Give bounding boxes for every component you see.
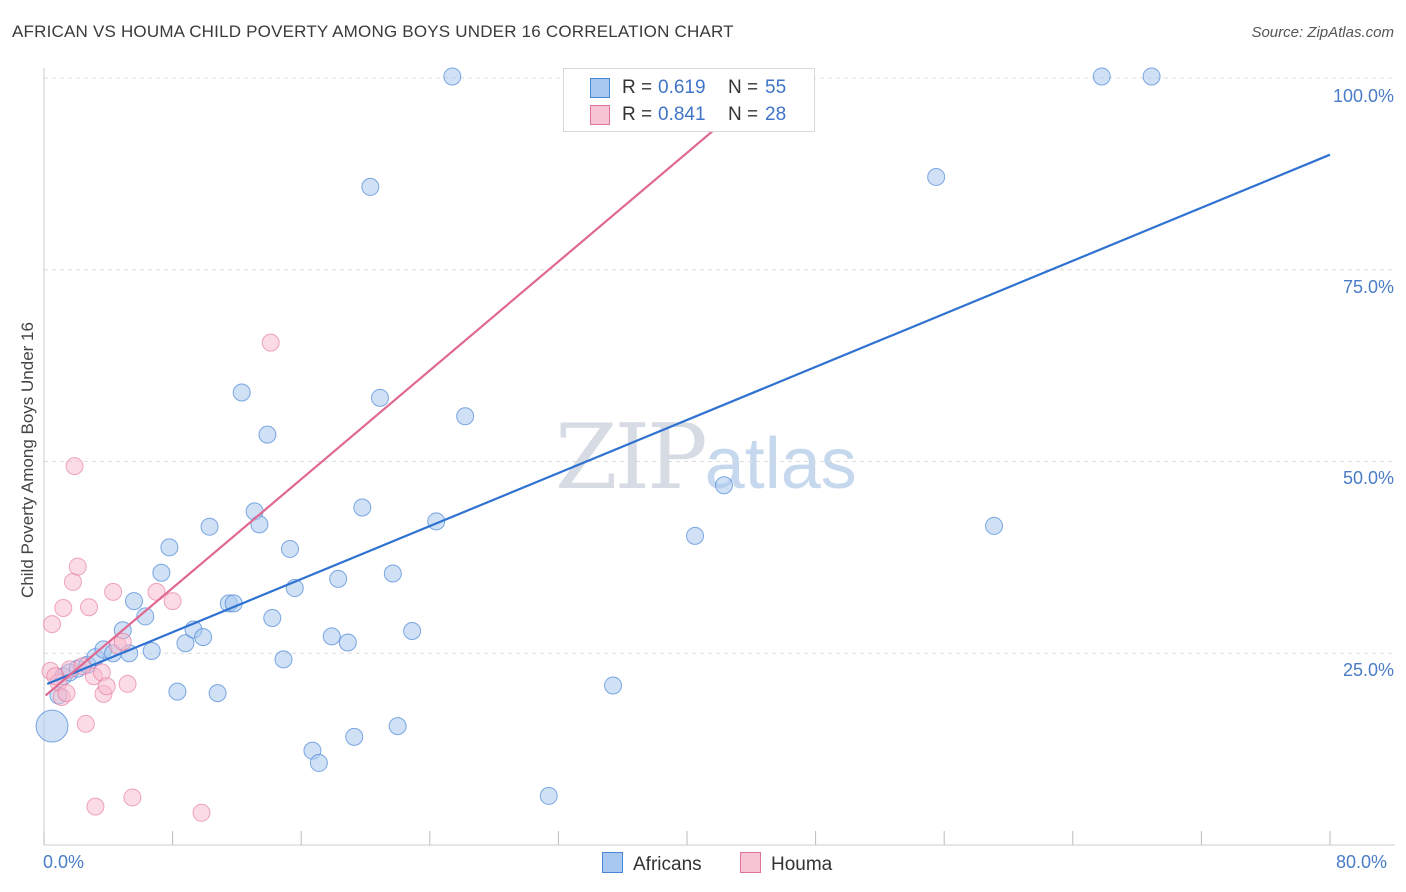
- africans-point: [232, 383, 251, 402]
- africans-point: [194, 628, 213, 647]
- x-tick-max: 80.0%: [1336, 852, 1388, 872]
- africans-point: [927, 167, 946, 186]
- africans-point: [274, 650, 293, 669]
- africans-point: [383, 564, 402, 583]
- houma-point: [118, 674, 137, 693]
- africans-point: [604, 676, 623, 695]
- houma-point: [192, 803, 211, 822]
- r-label: R =: [622, 104, 653, 125]
- africans-point: [258, 425, 277, 444]
- africans-point: [345, 727, 364, 746]
- stats-row-africans: R = 0.619 N = 55: [564, 74, 814, 102]
- houma-point: [80, 598, 99, 617]
- houma-point: [76, 714, 95, 733]
- legend-africans-label: Africans: [633, 854, 702, 875]
- africans-trend-line: [46, 153, 1331, 685]
- africans-point: [142, 641, 161, 660]
- africans-point: [686, 526, 705, 545]
- africans-point: [280, 539, 299, 558]
- n-value: 28: [765, 104, 787, 125]
- y-axis-label: Child Poverty Among Boys Under 16: [18, 322, 37, 598]
- africans-point: [176, 634, 195, 653]
- y-tick-100: 100.0%: [1332, 86, 1394, 106]
- stats-box: R = 0.619 N = 55 R = 0.841 N = 28: [563, 68, 815, 132]
- houma-point: [86, 797, 105, 816]
- houma-point: [54, 598, 73, 617]
- houma-trend-line: [44, 77, 777, 697]
- houma-points: [41, 333, 280, 822]
- africans-point: [35, 709, 69, 743]
- source-label: Source: ZipAtlas.com: [1251, 24, 1394, 41]
- houma-point: [65, 457, 84, 476]
- africans-point: [985, 516, 1004, 535]
- y-tick-75: 75.0%: [1342, 277, 1394, 297]
- africans-point: [136, 607, 155, 626]
- africans-point: [168, 682, 187, 701]
- y-tick-50: 50.0%: [1342, 468, 1394, 488]
- legend-africans[interactable]: Africans: [602, 852, 702, 876]
- africans-point: [152, 563, 171, 582]
- africans-point: [125, 592, 144, 611]
- africans-swatch: [590, 78, 610, 98]
- r-label: R =: [622, 77, 653, 98]
- houma-point: [261, 333, 280, 352]
- legend-houma[interactable]: Houma: [740, 852, 832, 876]
- r-value: 0.619: [658, 77, 706, 98]
- houma-point: [57, 684, 76, 703]
- africans-point: [403, 622, 422, 641]
- africans-points: [35, 67, 1161, 805]
- axes: [43, 68, 1395, 846]
- africans-point: [539, 786, 558, 805]
- legend-houma-label: Houma: [771, 854, 833, 875]
- houma-point: [68, 557, 87, 576]
- africans-legend-swatch: [602, 852, 623, 873]
- houma-point: [63, 572, 82, 591]
- x-tick-min: 0.0%: [43, 852, 85, 872]
- africans-point: [1142, 67, 1161, 86]
- houma-legend-swatch: [740, 852, 761, 873]
- africans-point: [456, 407, 475, 426]
- africans-point: [160, 538, 179, 557]
- africans-point: [329, 569, 348, 588]
- africans-point: [200, 517, 219, 536]
- houma-point: [43, 615, 62, 634]
- houma-swatch: [590, 105, 610, 125]
- r-value: 0.841: [658, 104, 706, 125]
- trend-lines: [44, 77, 1331, 697]
- houma-point: [104, 582, 123, 601]
- africans-point: [338, 633, 357, 652]
- africans-point: [443, 67, 462, 86]
- africans-point: [714, 476, 733, 495]
- africans-point: [309, 753, 328, 772]
- africans-point: [370, 388, 389, 407]
- africans-point: [208, 684, 227, 703]
- houma-point: [163, 592, 182, 611]
- stats-row-houma: R = 0.841 N = 28: [564, 101, 814, 129]
- n-label: N =: [728, 77, 759, 98]
- houma-point: [123, 788, 142, 807]
- africans-point: [1092, 67, 1111, 86]
- africans-point: [322, 627, 341, 646]
- africans-point: [353, 498, 372, 517]
- africans-point: [263, 608, 282, 627]
- houma-point: [97, 677, 116, 696]
- chart-title: AFRICAN VS HOUMA CHILD POVERTY AMONG BOY…: [12, 22, 734, 41]
- houma-point: [113, 632, 132, 651]
- grid-lines: [44, 77, 1395, 654]
- africans-point: [388, 717, 407, 736]
- n-value: 55: [765, 77, 787, 98]
- n-label: N =: [728, 104, 759, 125]
- africans-point: [361, 177, 380, 196]
- y-tick-25: 25.0%: [1342, 660, 1394, 680]
